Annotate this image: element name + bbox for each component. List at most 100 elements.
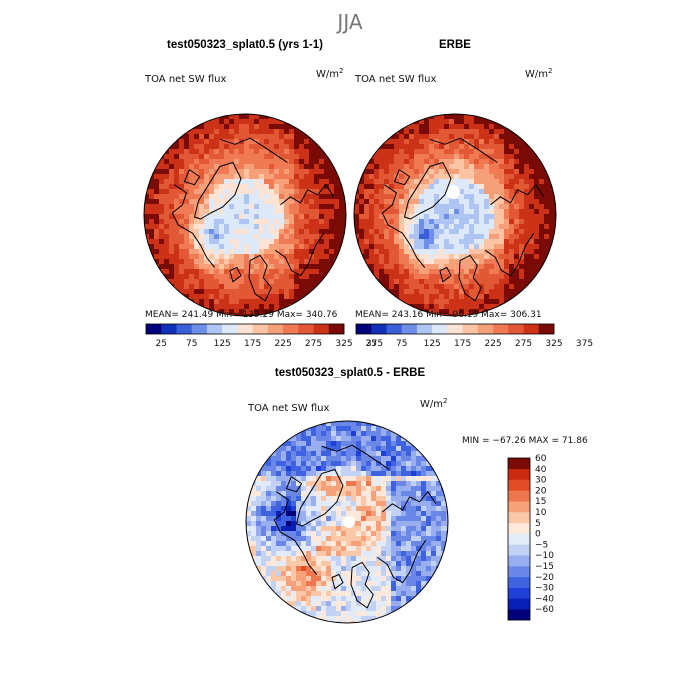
colorbar-tick-label: 125 xyxy=(214,339,231,349)
coastline xyxy=(350,561,374,609)
diff-polar-map xyxy=(246,421,448,623)
coastline xyxy=(285,476,303,493)
coastline xyxy=(404,162,452,220)
model-panel-title: test050323_splat0.5 (yrs 1-1) xyxy=(167,39,323,51)
model-units-label: W/m2 xyxy=(316,67,343,80)
coastline xyxy=(490,184,545,206)
coastline xyxy=(458,254,482,302)
colorbar-tick-label: 375 xyxy=(576,339,593,349)
colorbar-swatch xyxy=(206,324,223,334)
colorbar-swatch xyxy=(508,566,530,578)
coastline xyxy=(381,184,426,268)
colorbar-tick-label: 375 xyxy=(366,339,383,349)
colorbar-swatch xyxy=(508,458,530,470)
model-colorbar: 25 75 125 175 225 275 325 375 xyxy=(145,323,383,349)
colorbar-swatch xyxy=(146,324,162,334)
colorbar-tick-label: 60 xyxy=(535,454,547,464)
colorbar-swatch xyxy=(432,324,448,334)
colorbar-swatch xyxy=(401,324,418,334)
colorbar-tick-label: −20 xyxy=(535,573,554,583)
model-variable-label: TOA net SW flux xyxy=(144,74,226,85)
coastline xyxy=(280,184,335,206)
colorbar-tick-label: 225 xyxy=(275,339,292,349)
diff-variable-label: TOA net SW flux xyxy=(247,403,329,414)
diff-map-border xyxy=(245,420,449,624)
colorbar-tick-label: 75 xyxy=(396,339,407,349)
colorbar-swatch xyxy=(416,324,433,334)
model-map-border xyxy=(143,113,347,317)
colorbar-swatch xyxy=(283,324,299,334)
colorbar-swatch xyxy=(508,555,530,567)
colorbar-tick-label: −5 xyxy=(535,540,548,550)
colorbar-tick-label: 30 xyxy=(535,476,547,486)
diff-units-label: W/m2 xyxy=(420,397,447,410)
colorbar-swatch xyxy=(237,324,253,334)
coastline xyxy=(229,267,242,283)
colorbar-tick-label: 0 xyxy=(535,530,541,540)
colorbar-tick-label: 25 xyxy=(365,339,376,349)
obs-units-label: W/m2 xyxy=(525,67,552,80)
colorbar-swatch xyxy=(328,324,345,334)
colorbar-swatch xyxy=(386,324,402,334)
pole-missing-data xyxy=(446,185,460,199)
colorbar-tick-label: 75 xyxy=(186,339,197,349)
obs-stats: MEAN= 243.16 Min= 96.19 Max= 306.31 xyxy=(355,310,542,320)
colorbar-tick-label: 25 xyxy=(155,339,166,349)
coastline xyxy=(429,137,498,163)
colorbar-swatch xyxy=(538,324,555,334)
obs-panel-title: ERBE xyxy=(439,39,471,51)
colorbar-swatch xyxy=(508,587,530,599)
coastline xyxy=(485,232,535,277)
colorbar-swatch xyxy=(447,324,463,334)
colorbar-swatch xyxy=(493,324,509,334)
coastline xyxy=(393,169,411,186)
coastline xyxy=(219,137,288,163)
colorbar-swatch xyxy=(508,544,530,556)
colorbar-tick-label: 20 xyxy=(535,486,547,496)
coastline xyxy=(382,491,437,513)
colorbar-tick-label: 275 xyxy=(515,339,532,349)
colorbar-tick-label: −10 xyxy=(535,551,554,561)
colorbar-tick-label: 225 xyxy=(485,339,502,349)
colorbar-tick-label: −60 xyxy=(535,605,554,615)
coastline xyxy=(273,491,318,575)
model-stats: MEAN= 241.49 Min= 139.29 Max= 340.76 xyxy=(145,310,338,320)
colorbar-swatch xyxy=(508,324,524,334)
colorbar-tick-label: 5 xyxy=(535,519,541,529)
colorbar-tick-label: 175 xyxy=(244,339,261,349)
coastline xyxy=(439,267,452,283)
colorbar-tick-label: 325 xyxy=(545,339,562,349)
colorbar-swatch xyxy=(371,324,387,334)
coastline xyxy=(248,254,272,302)
coastline xyxy=(194,162,242,220)
colorbar-swatch xyxy=(523,324,540,334)
colorbar-swatch xyxy=(161,324,177,334)
colorbar-frame xyxy=(355,323,555,335)
colorbar-swatch xyxy=(508,598,530,610)
colorbar-swatch xyxy=(222,324,238,334)
colorbar-tick-label: −40 xyxy=(535,594,554,604)
colorbar-swatch xyxy=(462,324,479,334)
colorbar-tick-label: 40 xyxy=(535,465,547,475)
colorbar-swatch xyxy=(313,324,330,334)
colorbar-frame xyxy=(507,457,531,621)
colorbar-swatch xyxy=(508,576,530,588)
colorbar-frame xyxy=(145,323,345,335)
colorbar-tick-label: 10 xyxy=(535,508,547,518)
colorbar-swatch xyxy=(508,468,530,480)
season-title: JJA xyxy=(335,10,362,34)
diff-panel-title: test050323_splat0.5 - ERBE xyxy=(275,367,426,379)
coastline xyxy=(321,444,390,470)
colorbar-swatch xyxy=(508,479,530,491)
colorbar-swatch xyxy=(477,324,494,334)
colorbar-swatch xyxy=(508,533,530,545)
colorbar-swatch xyxy=(267,324,284,334)
coastline xyxy=(377,539,427,584)
colorbar-swatch xyxy=(298,324,314,334)
coastline xyxy=(183,169,201,186)
colorbar-swatch xyxy=(191,324,208,334)
colorbar-swatch xyxy=(176,324,192,334)
obs-colorbar: 25 75 125 175 225 275 325 375 xyxy=(355,323,593,349)
